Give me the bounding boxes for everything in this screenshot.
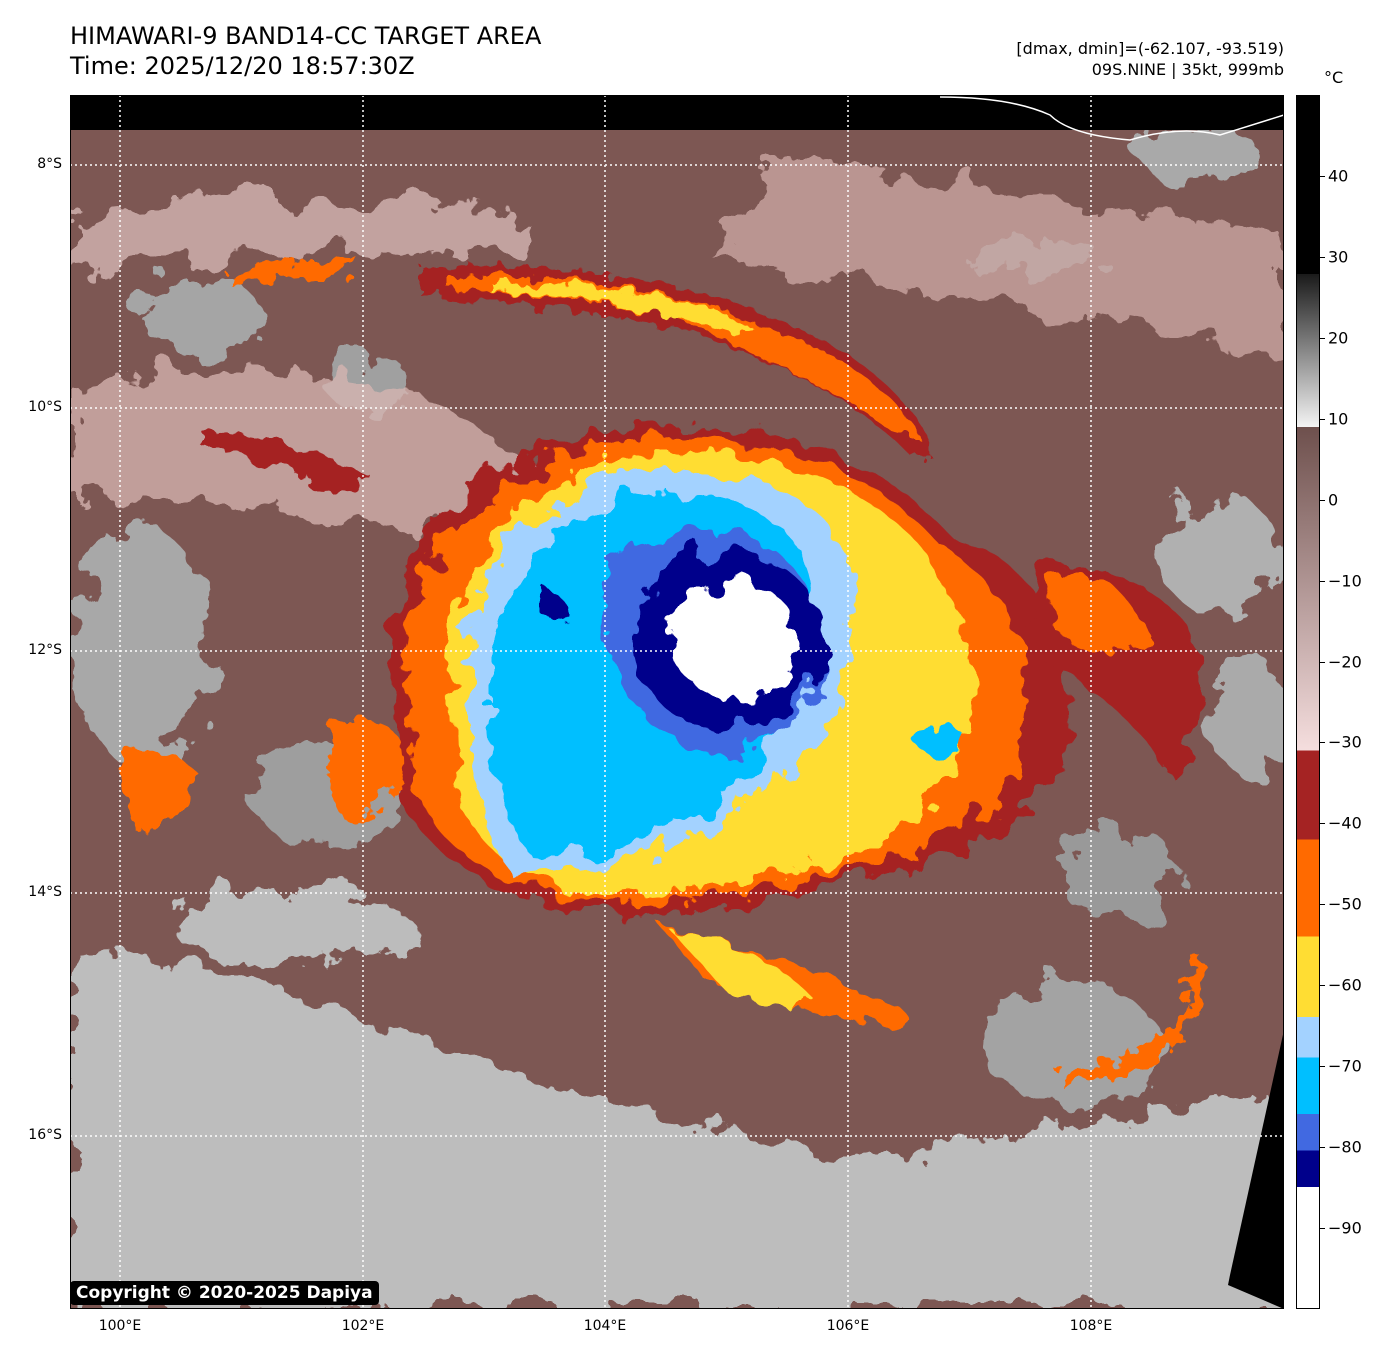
colorbar-tick-label: −30: [1328, 732, 1362, 752]
colorbar-tick-mark: [1320, 418, 1325, 420]
no-data-corner: [1228, 1030, 1284, 1309]
chart-title: HIMAWARI-9 BAND14-CC TARGET AREA: [70, 22, 542, 50]
colorbar-tick-label: 20: [1328, 328, 1349, 348]
satellite-map: [70, 95, 1284, 1309]
lon-label: 102°E: [341, 1318, 385, 1334]
colorbar-tick-label: −60: [1328, 975, 1362, 995]
colorbar-tick-label: −80: [1328, 1137, 1362, 1157]
colorbar-tick-label: −90: [1328, 1218, 1362, 1238]
lon-label: 106°E: [826, 1318, 870, 1334]
lat-label: 10°S: [28, 399, 62, 415]
graticule: [70, 95, 1284, 1309]
cloud-gray-patches: [70, 125, 1284, 1309]
colorbar-tick-mark: [1320, 1147, 1325, 1149]
colorbar-tick-label: 40: [1328, 166, 1349, 186]
colorbar-tick-mark: [1320, 175, 1325, 177]
lon-label: 104°E: [583, 1318, 627, 1334]
colorbar-tick-label: 0: [1328, 490, 1339, 510]
colorbar-tick-mark: [1320, 1228, 1325, 1230]
map-frame: [70, 95, 1284, 1309]
lat-label: 8°S: [37, 156, 62, 172]
no-data-top: [70, 95, 1284, 130]
colorbar-tick-mark: [1320, 904, 1325, 906]
time-label: Time: 2025/12/20 18:57:30Z: [70, 52, 415, 80]
colorbar-tick-mark: [1320, 499, 1325, 501]
lat-label: 14°S: [28, 884, 62, 900]
colorbar-tick-mark: [1320, 337, 1325, 339]
colorbar-tick-label: −20: [1328, 652, 1362, 672]
colorbar-tick-mark: [1320, 742, 1325, 744]
colorbar-unit: °C: [1324, 68, 1344, 87]
lon-label: 108°E: [1069, 1318, 1113, 1334]
colorbar: [1296, 95, 1320, 1309]
colorbar-tick-mark: [1320, 256, 1325, 258]
colorbar-tick-label: 30: [1328, 247, 1349, 267]
lon-label: 100°E: [98, 1318, 142, 1334]
colorbar-tick-label: −70: [1328, 1056, 1362, 1076]
colorbar-tick-label: −10: [1328, 571, 1362, 591]
dmax-dmin-label: [dmax, dmin]=(-62.107, -93.519): [1016, 39, 1284, 58]
outer-bands: [120, 720, 1202, 1085]
lat-label: 12°S: [28, 642, 62, 658]
storm-info-label: 09S.NINE | 35kt, 999mb: [1091, 60, 1284, 79]
colorbar-tick-mark: [1320, 1066, 1325, 1068]
colorbar-tick-mark: [1320, 985, 1325, 987]
storm-core: [390, 425, 1202, 1025]
coastline: [939, 96, 1284, 141]
colorbar-tick-mark: [1320, 661, 1325, 663]
spiral-band-north: [200, 259, 930, 492]
colorbar-tick-label: −40: [1328, 813, 1362, 833]
colorbar-tick-mark: [1320, 580, 1325, 582]
colorbar-tick-mark: [1320, 823, 1325, 825]
lat-label: 16°S: [28, 1127, 62, 1143]
colorbar-tick-label: 10: [1328, 409, 1349, 429]
copyright-label: Copyright © 2020-2025 Dapiya: [70, 1281, 379, 1305]
colorbar-tick-label: −50: [1328, 894, 1362, 914]
